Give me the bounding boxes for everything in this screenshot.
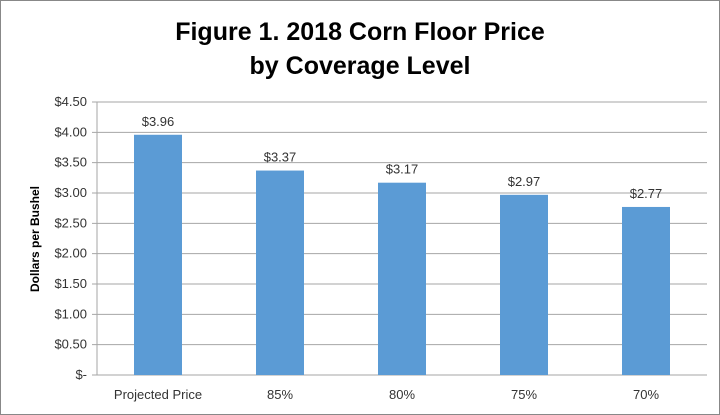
y-tick-label: $2.50 (54, 215, 87, 230)
bar (134, 134, 182, 375)
chart-title-line-1: Figure 1. 2018 Corn Floor Price (175, 18, 545, 46)
y-tick-label: $- (75, 367, 87, 382)
y-tick-label: $2.00 (54, 246, 87, 261)
bar (500, 194, 548, 375)
bar (622, 206, 670, 375)
x-tick-label: 85% (267, 387, 293, 402)
data-label: $3.96 (142, 114, 175, 129)
data-label: $2.97 (508, 174, 541, 189)
bar (256, 170, 304, 375)
x-tick-label: 70% (633, 387, 659, 402)
y-tick-label: $3.00 (54, 185, 87, 200)
y-tick-label: $0.50 (54, 337, 87, 352)
y-tick-label: $1.00 (54, 306, 87, 321)
x-tick-label: 80% (389, 387, 415, 402)
data-label: $3.17 (386, 162, 419, 177)
data-label: $2.77 (630, 186, 663, 201)
chart-title-line-2: by Coverage Level (249, 52, 471, 80)
y-tick-label: $1.50 (54, 276, 87, 291)
bar (378, 182, 426, 375)
x-tick-label: 75% (511, 387, 537, 402)
data-label: $3.37 (264, 150, 297, 165)
y-tick-label: $4.00 (54, 124, 87, 139)
x-tick-label: Projected Price (114, 387, 202, 402)
y-tick-label: $4.50 (54, 94, 87, 109)
chart-title: Figure 1. 2018 Corn Floor Price by Cover… (1, 15, 719, 83)
y-tick-label: $3.50 (54, 155, 87, 170)
